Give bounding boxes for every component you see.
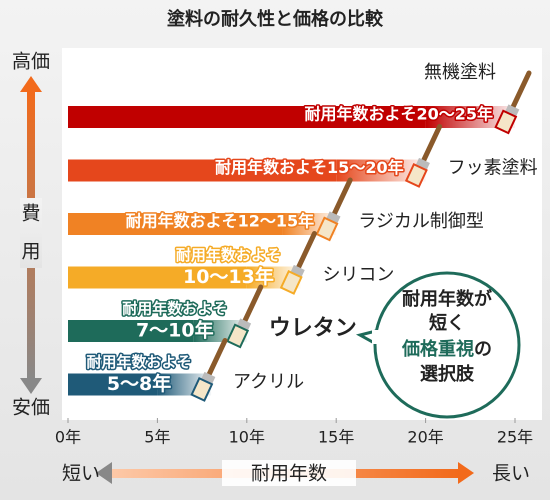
callout: 耐用年数が 短く 価格重視の 選択肢 [355, 271, 521, 419]
value-label: 5〜8年 [107, 372, 171, 395]
brush-handle [510, 70, 532, 110]
brush-bristles [315, 216, 339, 242]
callout-text: 耐用年数が [402, 288, 492, 310]
callout-suffix: の [474, 339, 492, 360]
category-label: フッ素塗料 [448, 157, 538, 179]
brush-ferrule [415, 157, 430, 171]
y-label-bg [20, 198, 42, 268]
brush-handle [295, 231, 317, 270]
x-arrow-head [458, 462, 474, 484]
brush-ferrule [201, 371, 216, 385]
category-label: ウレタン [269, 316, 357, 341]
x-tick-label: 25年 [497, 428, 533, 447]
bar [68, 373, 158, 396]
y-arrow-head [20, 76, 42, 92]
category-label: 無機塗料 [424, 61, 496, 83]
brush-handle [421, 124, 443, 163]
bar [68, 320, 194, 342]
x-tick-label: 10年 [229, 428, 265, 447]
x-tick-label: 5年 [144, 428, 170, 447]
brush-ferrule [505, 104, 520, 117]
bar [68, 106, 426, 128]
callout-tail-cover [372, 330, 384, 344]
brush-ferrule [290, 264, 305, 278]
category-label: シリコン [322, 265, 394, 286]
category-label: アクリル [233, 372, 304, 393]
brush-handle [331, 177, 353, 217]
bar-range [425, 106, 515, 128]
y-bottom: 安価 [12, 397, 50, 419]
callout-text: 価格重視の [401, 338, 492, 360]
value-label: 耐用年数およそ [176, 246, 281, 264]
x-tick-label: 0年 [55, 428, 81, 447]
bar-range [336, 159, 426, 182]
value-label: 耐用年数およそ15〜20年 [215, 158, 404, 177]
x-left: 短い [62, 463, 100, 485]
y-top: 高価 [12, 51, 50, 73]
bar [68, 266, 247, 289]
brush-handle [242, 284, 264, 324]
x-arrow-head [96, 462, 112, 484]
brush-ferrule [236, 318, 252, 331]
x-right: 長い [492, 463, 530, 485]
bar [68, 159, 337, 182]
brush-bristles [494, 109, 518, 135]
callout-text: 選択肢 [420, 363, 475, 385]
y-label: 費 [21, 203, 40, 225]
x-tick-label: 20年 [407, 428, 443, 447]
x-tick-label: 15年 [318, 428, 354, 447]
value-label: 10〜13年 [183, 265, 274, 288]
value-label: 7〜10年 [136, 319, 214, 342]
brush-bristles [404, 163, 428, 188]
category-label: ラジカル制御型 [358, 211, 484, 232]
callout-text: 短く [429, 312, 465, 334]
brush-handle [206, 338, 228, 377]
callout-circle [373, 271, 521, 419]
bar [68, 213, 283, 235]
value-label: 耐用年数およそ12〜15年 [126, 212, 315, 231]
y-arrow-head [20, 378, 42, 394]
value-label: 耐用年数およそ [122, 300, 227, 318]
brush-ferrule [326, 211, 341, 224]
brush-bristles [279, 270, 303, 295]
value-label: 耐用年数およそ20〜25年 [304, 105, 493, 124]
value-label: 耐用年数およそ [87, 353, 192, 371]
chart-title: 塗料の耐久性と価格の比較 [167, 8, 384, 30]
brush-bristles [226, 323, 250, 349]
x-label-bg [222, 460, 356, 486]
x-label: 耐用年数 [251, 463, 327, 485]
y-label: 用 [21, 241, 40, 263]
brush-bristles [190, 377, 214, 402]
callout-highlight: 価格重視 [401, 338, 474, 360]
